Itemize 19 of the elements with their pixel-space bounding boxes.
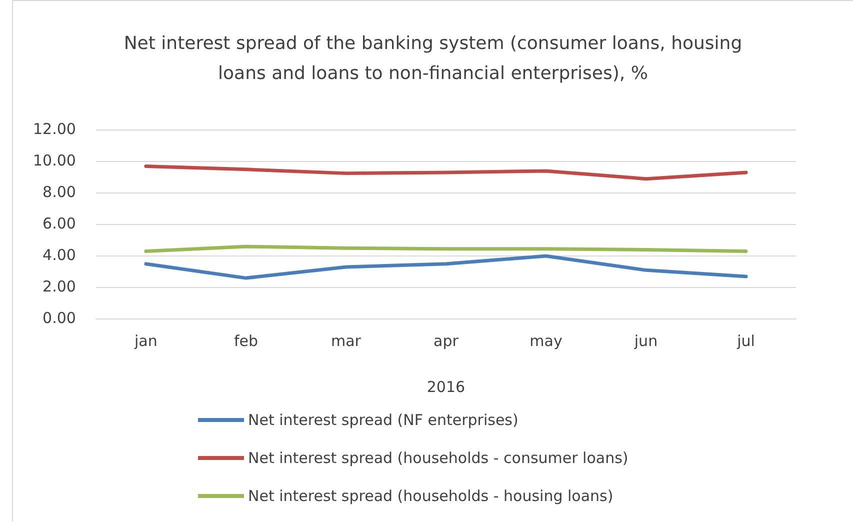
x-tick-label: apr [434,332,460,350]
y-tick-label: 4.00 [42,246,76,264]
x-tick-label: feb [234,332,258,350]
x-tick-label: may [530,332,562,350]
y-tick-label: 12.00 [32,120,76,138]
legend-label: Net interest spread (households - consumer loans) [248,449,628,467]
legend-label: Net interest spread (households - housing loans) [248,487,614,505]
x-tick-label: jul [736,332,755,350]
x-axis-title: 2016 [426,378,466,396]
x-tick-label: jan [134,332,158,350]
x-tick-label: mar [330,332,362,350]
chart-title: Net interest spread of the banking system (consumer loans, housing loans and loans to non-financial enterprises), % [123,32,743,86]
y-tick-label: 8.00 [42,182,76,201]
y-tick-label: 10.00 [32,151,76,170]
y-tick-label: 6.00 [42,214,76,232]
legend-label: Net interest spread (NF enterprises) [248,411,518,429]
y-tick-label: 0.00 [42,308,76,327]
y-tick-label: 2.00 [42,277,76,296]
x-tick-label: jun [633,332,658,350]
